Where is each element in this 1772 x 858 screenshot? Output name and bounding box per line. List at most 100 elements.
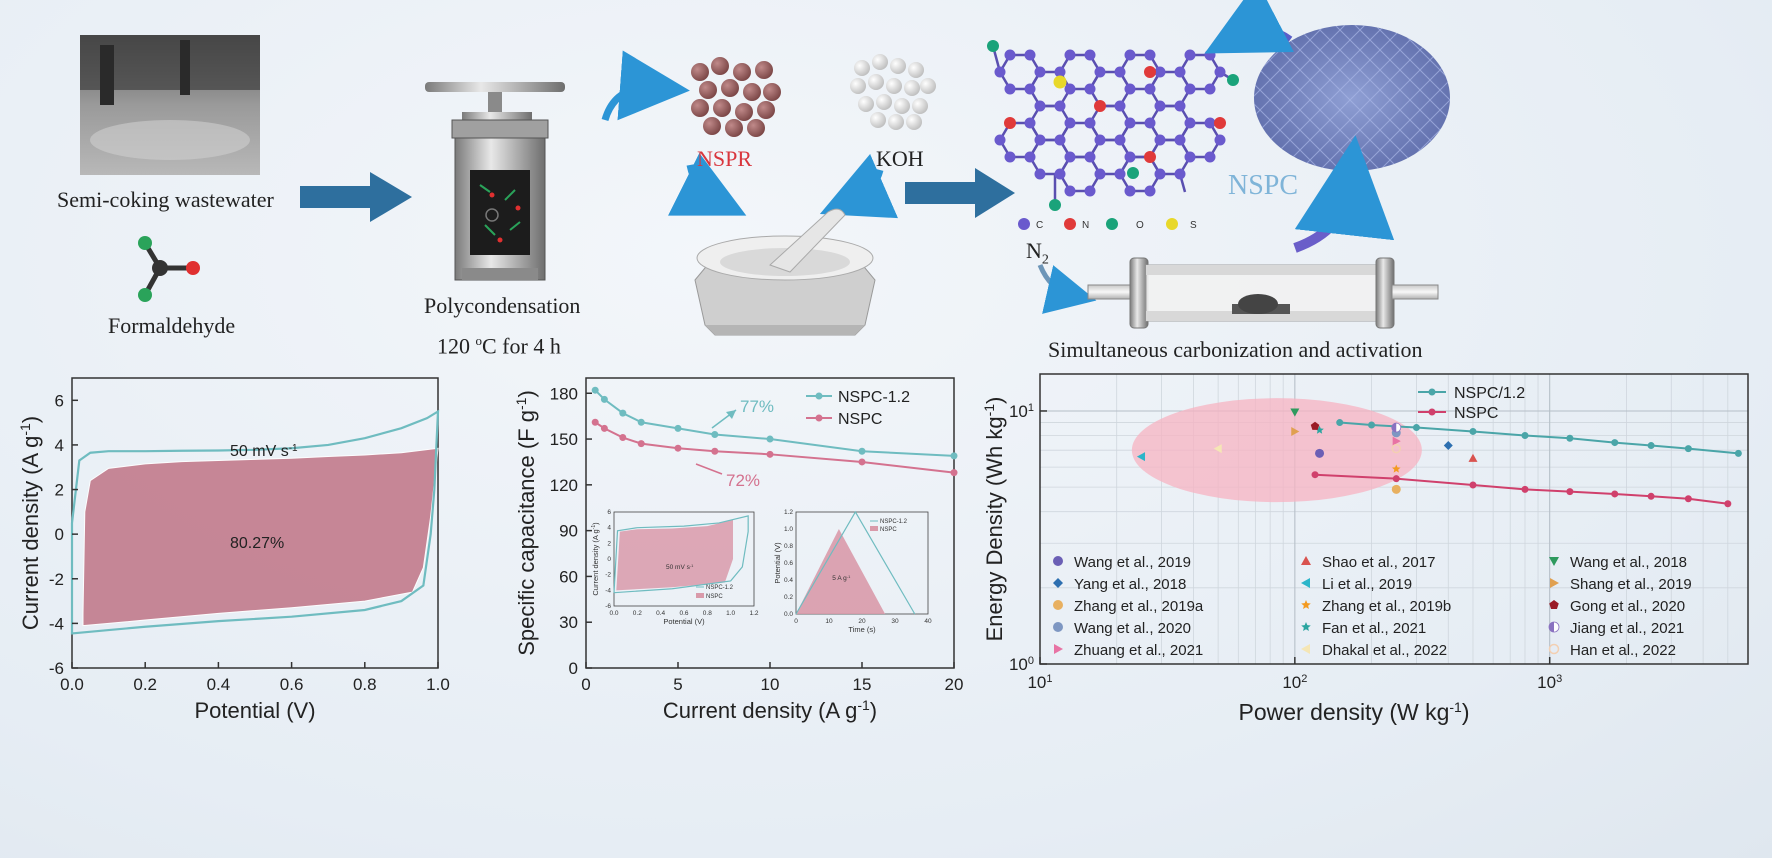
inset-gcd-xtick: 0: [794, 618, 798, 625]
polycondensation-label: Polycondensation: [424, 293, 581, 318]
ragone-legend-marker: [1428, 408, 1436, 416]
cv-ytick-label: 6: [55, 391, 64, 410]
ref-legend-label: Yang et al., 2018: [1074, 576, 1186, 593]
ref-marker: [1290, 408, 1300, 417]
ragone-data-point: [1336, 419, 1344, 427]
ref-marker: [1054, 644, 1063, 654]
wastewater-photo: [80, 35, 260, 175]
cv-xlabel: Potential (V): [194, 698, 315, 723]
ref-marker-half: [1549, 622, 1554, 632]
cap-data-point: [674, 444, 682, 452]
cap-data-point: [619, 409, 627, 417]
ref-marker: [1291, 426, 1300, 436]
ref-legend-label: Zhang et al., 2019a: [1074, 598, 1204, 615]
n2-label: N2: [1026, 238, 1049, 268]
cv-ytick-label: -4: [49, 614, 64, 633]
ragone-data-point: [1566, 488, 1574, 496]
sem-image: [1254, 25, 1450, 171]
inset-gcd-xtick: 10: [825, 618, 833, 625]
ragone-ytick-label: 100: [1009, 655, 1034, 674]
cap-data-point: [950, 469, 958, 477]
ref-marker: [1053, 556, 1063, 566]
inset-cv-xtick: 0.6: [679, 610, 688, 617]
ragone-xtick-label: 102: [1282, 673, 1307, 692]
cap-legend-marker: [815, 392, 823, 400]
ref-marker: [1548, 643, 1560, 655]
inset-cv-xtick: 0.4: [656, 610, 665, 617]
retention-arrow-2: [695, 463, 723, 475]
cv-xtick-label: 0.0: [60, 675, 84, 694]
ragone-data-point: [1521, 485, 1529, 493]
ragone-data-point: [1647, 442, 1655, 450]
inset-gcd-ytick: 1.2: [784, 509, 793, 516]
ragone-data-point: [1724, 500, 1732, 508]
inset-gcd-ytick: 0.0: [784, 611, 793, 618]
retention-arrowhead-1: [726, 410, 736, 419]
inset-gcd-ytick: 0.2: [784, 594, 793, 601]
cap-data-point: [950, 452, 958, 460]
arrow-nspr-to-mortar: [668, 153, 747, 216]
retention-label-2: 72%: [726, 471, 760, 490]
process-arrow-1: [300, 172, 412, 222]
nspc-label: NSPC: [1228, 170, 1299, 201]
ref-marker: [1053, 622, 1063, 632]
inset-cv-curve: [613, 515, 749, 594]
reaction-condition: 120 oC for 4 h: [437, 333, 561, 359]
inset-cv-xlabel: Potential (V): [663, 617, 705, 626]
arrow-koh-to-mortar: [819, 153, 899, 219]
cv-xtick-label: 0.6: [280, 675, 304, 694]
autoclave-reactor: [425, 82, 565, 281]
cv-ytick-label: 2: [55, 481, 64, 500]
inset-cv-ytick: 4: [607, 525, 611, 532]
ragone-data-point: [1412, 424, 1420, 432]
inset-gcd-xtick: 20: [858, 618, 866, 625]
ragone-legend-marker: [1428, 388, 1436, 396]
cv-chart: 0.0 0.2 0.4 0.6 0.8 1.0 -6 -4 -2 0 2 4 6 Potential (V…: [17, 377, 450, 723]
arrow-n2-to-furnace: [1037, 264, 1097, 314]
inset-cv-ytick: 0: [607, 556, 611, 563]
ref-legend-label: Wang et al., 2019: [1074, 554, 1191, 571]
ref-legend-label: Zhuang et al., 2021: [1074, 642, 1203, 659]
ref-marker: [1310, 421, 1320, 430]
cap-data-point: [600, 395, 608, 403]
ragone-data-point: [1734, 449, 1742, 457]
ragone-data-point: [1611, 439, 1619, 447]
inset-cv-legend-1: NSPC-1.2: [706, 585, 734, 591]
cap-ytick-label: 120: [550, 476, 578, 495]
ragone-ytick-label: 101: [1009, 402, 1034, 421]
inset-gcd-ytick: 0.6: [784, 560, 793, 567]
cv-xtick-label: 1.0: [426, 675, 450, 694]
inset-cv-xtick: 0.8: [703, 610, 712, 617]
inset-gcd-annotation: 5 A g-1: [832, 574, 851, 583]
cap-data-point: [766, 450, 774, 458]
ref-legend-label: Han et al., 2022: [1570, 642, 1676, 659]
inset-cv-ylabel: Current density (A g-1): [591, 522, 600, 596]
cap-xtick-label: 15: [853, 675, 872, 694]
cap-data-point: [858, 447, 866, 455]
arrow-to-nspr: [601, 50, 690, 122]
ragone-xlabel: Power density (W kg-1): [1238, 699, 1469, 725]
inset-gcd-legend-2: NSPC: [880, 527, 897, 533]
carbonization-label: Simultaneous carbonization and activatio…: [1048, 337, 1423, 362]
ref-legend-label: Gong et al., 2020: [1570, 598, 1685, 615]
ref-marker: [1468, 453, 1478, 462]
tube-furnace: [1087, 257, 1439, 329]
ref-marker: [1391, 464, 1401, 473]
cap-ytick-label: 0: [569, 659, 578, 678]
ref-legend-label: Jiang et al., 2021: [1570, 620, 1684, 637]
ref-marker: [1550, 578, 1559, 588]
ref-legend-label: Li et al., 2019: [1322, 576, 1412, 593]
inset-gcd-fill: [796, 529, 886, 614]
inset-cv-xtick: 1.2: [749, 610, 758, 617]
mortar-and-pestle: [694, 208, 876, 336]
ragone-highlight-region: [1131, 398, 1422, 503]
ragone-chart: NSPC/1.2 NSPC Wang et al., 2019 Yang et al.…: [981, 373, 1749, 725]
cap-xtick-label: 10: [761, 675, 780, 694]
ref-marker: [1301, 578, 1310, 588]
inset-gcd-xlabel: Time (s): [848, 625, 876, 634]
ragone-plot-frame: [1039, 373, 1749, 665]
inset-cv-frame: [613, 511, 755, 607]
ref-marker: [1136, 452, 1146, 462]
inset-cv-fill: [616, 519, 733, 591]
